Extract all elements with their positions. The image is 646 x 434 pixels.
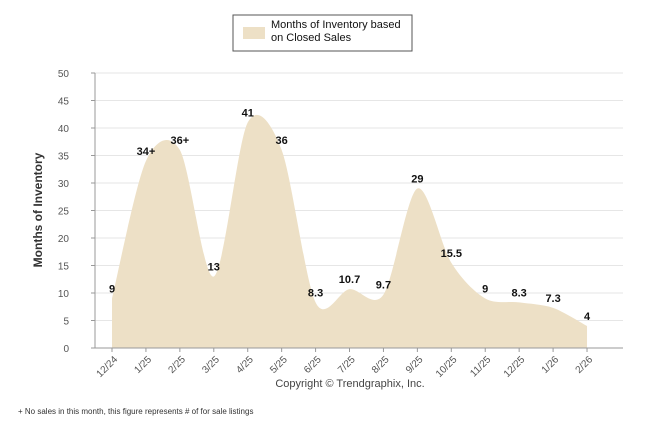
x-tick-labels: 12/24 1/25 2/25 3/25 4/25 5/25 6/25 7/25 8/25 9/2… xyxy=(95,348,596,380)
x-tick-label: 1/25 xyxy=(133,354,155,376)
x-tick-label: 1/26 xyxy=(540,354,562,376)
x-tick-label: 10/25 xyxy=(434,354,460,380)
data-label: 36 xyxy=(276,135,288,147)
y-tick-labels: 0 5 10 15 20 25 30 35 40 45 50 xyxy=(58,69,95,355)
y-tick-label: 30 xyxy=(58,179,70,190)
copyright-text: Copyright © Trendgraphix, Inc. xyxy=(275,378,424,390)
data-label: 41 xyxy=(242,108,254,120)
legend: Months of Inventory based on Closed Sale… xyxy=(232,14,413,52)
x-tick-label: 12/25 xyxy=(502,354,528,380)
data-label: 9.7 xyxy=(376,280,391,292)
x-tick-label: 11/25 xyxy=(468,354,493,379)
x-tick-label: 6/25 xyxy=(302,354,324,376)
x-tick-label: 8/25 xyxy=(370,354,392,376)
y-axis-title: Months of Inventory xyxy=(31,152,45,267)
x-tick-label: 12/24 xyxy=(95,354,121,380)
x-tick-label: 2/25 xyxy=(166,354,188,376)
data-label: 9 xyxy=(109,284,115,296)
y-tick-label: 0 xyxy=(63,344,69,355)
y-tick-label: 10 xyxy=(58,289,70,300)
data-label: 10.7 xyxy=(339,274,360,286)
data-label: 8.3 xyxy=(512,287,527,299)
y-tick-label: 50 xyxy=(58,69,70,80)
footnote-text: + No sales in this month, this figure re… xyxy=(18,407,253,416)
y-tick-label: 25 xyxy=(58,207,70,218)
data-label: 7.3 xyxy=(545,293,560,305)
y-tick-label: 45 xyxy=(58,97,70,108)
data-label: 9 xyxy=(482,284,488,296)
data-label: 36+ xyxy=(171,135,190,147)
data-label: 34+ xyxy=(137,146,156,158)
legend-label-line2: on Closed Sales xyxy=(271,32,352,44)
y-tick-label: 20 xyxy=(58,234,70,245)
x-tick-label: 4/25 xyxy=(234,354,256,376)
y-tick-label: 15 xyxy=(58,262,70,273)
x-tick-label: 2/26 xyxy=(574,354,596,376)
x-tick-label: 7/25 xyxy=(336,354,358,376)
y-tick-label: 5 xyxy=(63,317,69,328)
data-label: 8.3 xyxy=(308,287,323,299)
data-label: 13 xyxy=(208,262,220,274)
legend-label-line1: Months of Inventory based xyxy=(271,19,401,31)
data-labels: 9 34+ 36+ 13 41 36 8.3 10.7 9.7 29 15.5 9 8.3 7.3 4 xyxy=(109,108,591,324)
legend-swatch xyxy=(243,27,265,39)
data-label: 15.5 xyxy=(441,248,462,260)
y-tick-label: 40 xyxy=(58,124,70,135)
x-tick-label: 9/25 xyxy=(404,354,426,376)
x-tick-label: 5/25 xyxy=(268,354,290,376)
data-label: 4 xyxy=(584,311,591,323)
data-label: 29 xyxy=(411,174,423,186)
x-tick-label: 3/25 xyxy=(200,354,222,376)
y-tick-label: 35 xyxy=(58,152,70,163)
inventory-area-series xyxy=(112,114,588,348)
